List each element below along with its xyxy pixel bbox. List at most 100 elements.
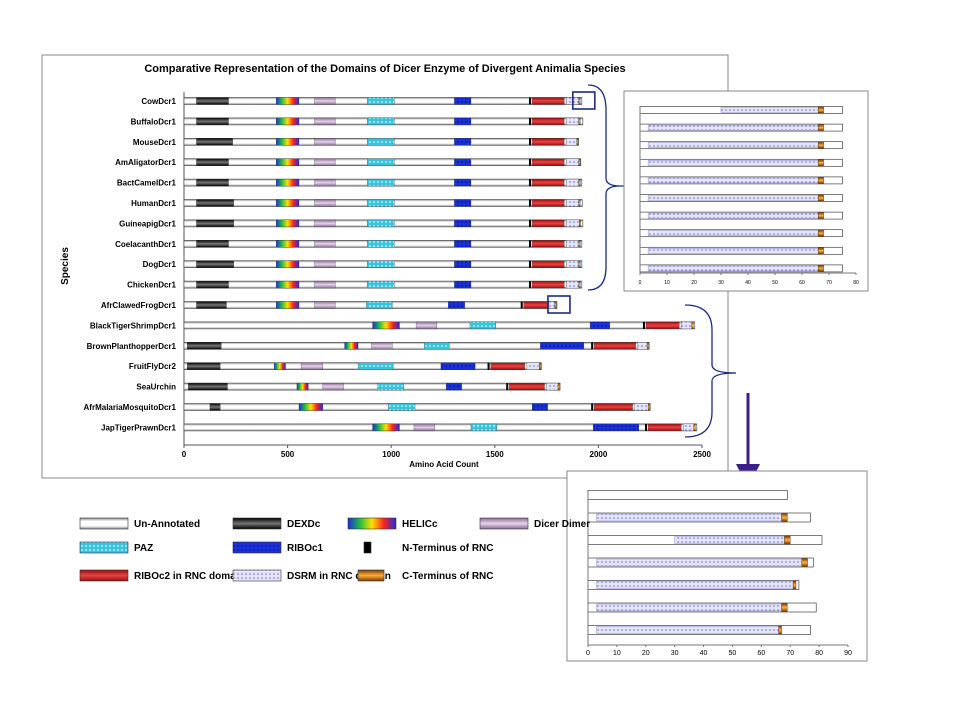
species-row: DogDcr1 [143,260,583,269]
domain-helicc [372,321,400,330]
protein-bar [183,403,651,411]
domain-dexdc [196,260,234,268]
domain-ribo2 [594,342,636,350]
domain-ribo2 [594,403,633,411]
inset-domain-cterm [818,141,824,149]
domain-ribo2 [523,301,548,309]
protein-bar [183,321,696,330]
legend-swatch-helicc [347,517,397,530]
inset-domain-dsrm [720,107,819,113]
protein-bar [183,423,698,432]
domain-paz [367,240,395,248]
domain-ribo2 [531,117,565,126]
domain-cterm [554,301,557,309]
domain-paz [470,423,498,432]
protein-bar [183,341,650,350]
domain-dexdc [196,178,229,187]
species-row: CoelacanthDcr1 [115,240,583,249]
inset-x-tick-label: 30 [671,650,679,657]
domain-helicc [276,301,300,309]
legend-item: DEXDc [232,517,321,530]
inset-domain-cterm [781,513,788,522]
species-label: BrownPlanthopperDcr1 [87,342,177,351]
inset-x-tick-label: 40 [745,280,751,286]
inset-row [587,602,817,613]
domain-helicc [298,403,323,411]
domain-ribo1 [448,301,465,309]
legend-swatch-cterm [357,569,385,582]
domain-dimer [371,342,393,350]
domain-dexdc [186,362,221,370]
domain-dexdc [196,138,233,146]
domain-paz [367,117,395,126]
species-row: GuineapigDcr1 [119,219,584,228]
species-label: SeaUrchin [136,383,176,392]
inset-domain-dsrm [647,177,819,184]
domain-dsrm [566,260,579,268]
domain-dimer [314,280,336,289]
inset-bottom-x-axis: 0 10 20 30 40 50 60 70 80 90 [586,491,852,657]
species-row: FruitFlyDcr2 [129,362,542,371]
species-label: DogDcr1 [143,260,177,269]
domain-dimer [314,97,336,105]
domain-paz [367,178,395,187]
inset-domain-cterm [818,229,824,237]
domain-ribo1 [593,423,639,432]
domain-dimer [322,382,344,391]
zoom-box [547,295,571,314]
legend-label: Dicer Dimer [534,519,590,530]
inset-domain-cterm [818,124,824,131]
inset-row [587,580,800,590]
legend-item: DSRM in RNC domain [232,569,391,582]
species-label: FruitFlyDcr2 [129,362,177,371]
inset-row [587,625,811,635]
inset-row [587,512,811,523]
inset-row [639,106,843,114]
domain-cterm [693,423,696,432]
main-species-rows: CowDcr1 BuffaloDcr1 MouseDcr1 AmAligatorDcr… [84,91,698,432]
main-x-tick-label: 2500 [693,450,711,459]
inset-x-tick-label: 30 [718,280,724,286]
inset-x-tick-label: 70 [786,650,794,657]
domain-ribo1 [454,97,472,105]
inset-domain-cterm [818,265,824,272]
inset-domain-dsrm [596,626,779,634]
species-row: AmAligatorDcr1 [115,158,582,167]
domain-cterm [576,138,579,146]
species-label: CowDcr1 [141,97,176,106]
legend-swatch-unannotated [79,517,129,530]
inset-protein-bar [587,490,788,500]
domain-ribo1 [531,403,548,411]
inset-row [587,535,823,545]
domain-helicc [276,260,300,268]
legend-swatch-nterm [363,541,372,554]
domain-ribo1 [454,178,472,187]
main-x-tick-label: 500 [281,450,295,459]
species-row: CowDcr1 [141,91,596,110]
domain-nterm [487,362,490,370]
inset-row [639,176,843,185]
domain-ribo1 [454,280,472,289]
domain-dexdc [196,240,229,248]
domain-nterm [528,117,532,125]
domain-ribo1 [445,382,462,391]
protein-bar [183,382,561,391]
domain-helicc [276,280,300,289]
inset-domain-cterm [818,194,824,202]
inset-row [639,194,843,202]
domain-helicc [372,423,400,432]
domain-dimer [314,301,336,309]
inset-x-tick-label: 0 [639,280,642,286]
domain-paz [367,260,395,268]
domain-dsrm [683,423,694,432]
species-row: AfrClawedFrogDcr1 [101,295,571,314]
inset-x-tick-label: 80 [815,650,823,657]
species-label: MouseDcr1 [133,138,177,147]
domain-dimer [314,178,336,187]
species-label: BlackTigerShrimpDcr1 [90,321,177,330]
inset-domain-dsrm [647,124,819,131]
species-row: ChickenDcr1 [127,280,583,290]
domain-cterm [557,382,560,391]
inset-domain-cterm [801,558,808,567]
domain-dsrm [566,158,579,166]
